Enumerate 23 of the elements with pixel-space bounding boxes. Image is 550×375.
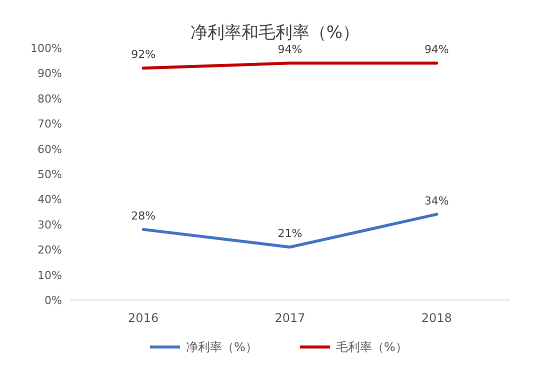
- legend-label: 毛利率（%）: [336, 340, 408, 354]
- y-tick-label: 100%: [30, 42, 62, 55]
- y-tick-label: 90%: [38, 67, 62, 80]
- y-tick-label: 50%: [38, 168, 62, 181]
- x-tick-label: 2018: [421, 311, 452, 325]
- y-tick-label: 40%: [38, 193, 62, 206]
- data-label: 21%: [278, 227, 302, 240]
- x-tick-label: 2016: [128, 311, 159, 325]
- data-label: 34%: [424, 194, 449, 208]
- legend-label: 净利率（%）: [186, 340, 258, 354]
- y-tick-label: 70%: [38, 118, 62, 131]
- data-label: 28%: [131, 209, 156, 222]
- data-label: 94%: [278, 43, 302, 56]
- y-tick-label: 10%: [38, 268, 62, 282]
- data-label: 92%: [131, 48, 156, 62]
- y-tick-label: 60%: [38, 142, 62, 156]
- y-tick-label: 20%: [38, 244, 62, 257]
- y-tick-label: 0%: [44, 294, 62, 307]
- data-label: 94%: [424, 43, 449, 56]
- chart-title: 净利率和毛利率（%）: [190, 23, 360, 43]
- y-tick-label: 80%: [38, 92, 62, 106]
- y-tick-label: 30%: [38, 218, 62, 232]
- x-tick-label: 2017: [274, 311, 306, 325]
